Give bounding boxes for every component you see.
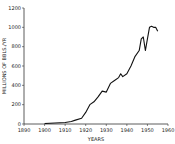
y-tick xyxy=(22,27,24,28)
y-tick xyxy=(22,66,24,67)
y-tick-label: 1200 xyxy=(8,5,21,11)
y-tick-label: 0 xyxy=(18,121,21,127)
x-tick xyxy=(106,124,107,126)
chart-root: 0 200 400 600 800 1000 1200 1890 1900 1910 1920 193… xyxy=(0,0,175,144)
x-tick xyxy=(44,124,45,126)
x-tick-label: 1930 xyxy=(100,127,113,133)
x-tick xyxy=(65,124,66,126)
chart-svg: 0 200 400 600 800 1000 1200 1890 1900 1910 1920 193… xyxy=(0,0,175,144)
x-tick xyxy=(85,124,86,126)
x-tick-label: 1940 xyxy=(120,127,133,133)
x-tick-label: 1960 xyxy=(162,127,175,133)
x-tick-label: 1900 xyxy=(38,127,51,133)
x-tick xyxy=(24,124,25,126)
x-tick xyxy=(168,124,169,126)
y-tick xyxy=(22,85,24,86)
y-tick-label: 200 xyxy=(11,101,21,107)
x-tick xyxy=(126,124,127,126)
y-tick xyxy=(22,8,24,9)
y-tick-label: 1000 xyxy=(8,24,21,30)
x-tick-label: 1890 xyxy=(18,127,31,133)
y-tick xyxy=(22,104,24,105)
y-tick-label: 800 xyxy=(11,43,21,49)
y-axis-label: MILLIONS OF BBLS./YR xyxy=(1,37,7,94)
y-tick xyxy=(22,46,24,47)
x-tick-label: 1950 xyxy=(141,127,154,133)
data-line xyxy=(45,26,158,123)
x-axis-label: YEARS xyxy=(87,136,104,142)
x-tick-label: 1920 xyxy=(79,127,92,133)
y-tick-label: 400 xyxy=(11,82,21,88)
plot-area xyxy=(45,26,158,123)
x-tick-label: 1910 xyxy=(59,127,72,133)
x-tick xyxy=(147,124,148,126)
y-tick-label: 600 xyxy=(11,63,21,69)
